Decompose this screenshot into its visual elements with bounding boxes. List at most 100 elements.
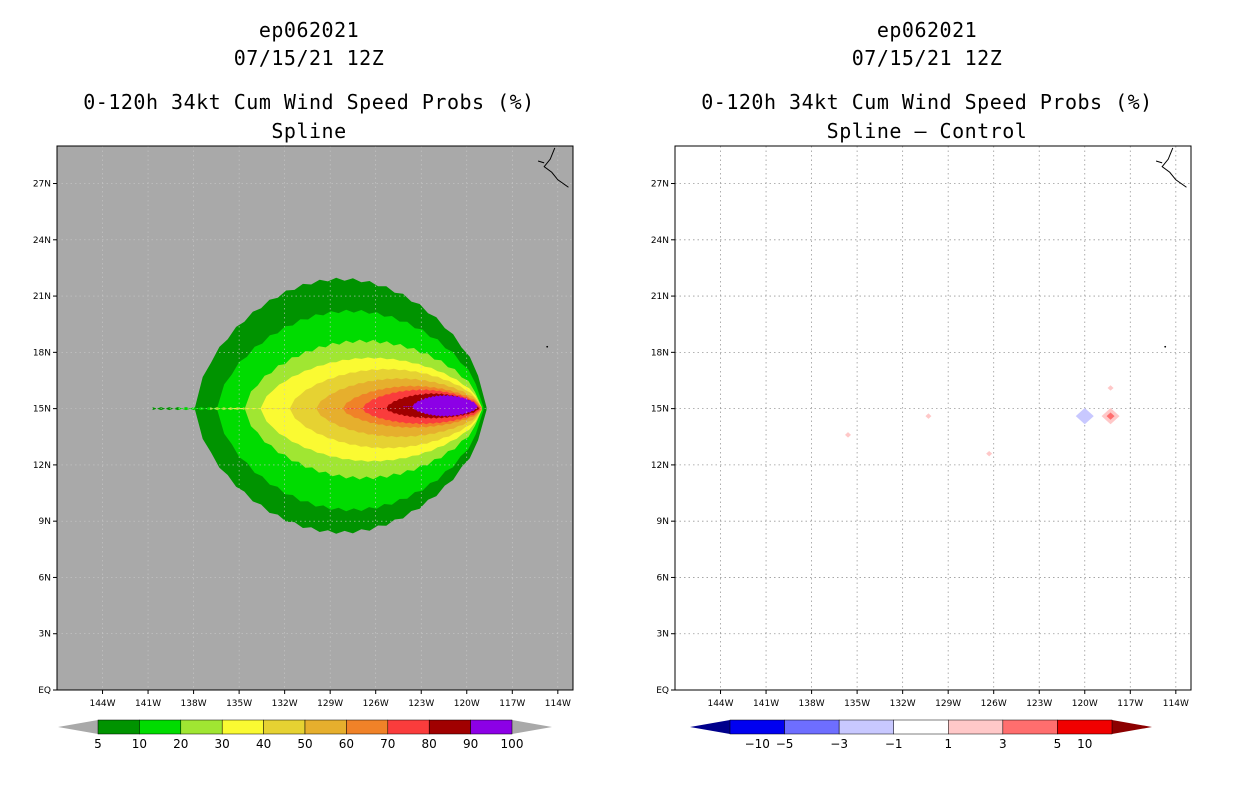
y-tick-label: 15N [651,405,669,415]
y-tick-label: 12N [33,461,51,471]
colorbar-label: 10 [132,737,147,751]
y-tick-label: EQ [38,686,51,696]
y-tick-label: 18N [33,348,51,358]
colorbar-swatch [139,719,182,735]
x-tick-label: 114W [545,699,571,709]
colorbar-label: 100 [501,737,524,751]
storm-id: ep062021 [258,18,360,42]
colorbar-label: 1 [944,737,952,751]
map-difference: 144W 141W 138W 135W 132W 129W 126W 123W 120W 117W… [651,145,1192,751]
x-tick-label: 120W [1072,699,1098,709]
difference-cell [925,413,932,419]
y-tick-label: 21N [33,292,51,302]
storm-id: ep062021 [876,18,978,42]
y-tick-label: 27N [651,180,669,190]
y-tick-label: 9N [657,517,669,527]
y-tick-label: 15N [33,405,51,415]
colorbar-label: 20 [173,737,188,751]
colorbar-swatch [1057,719,1113,735]
x-tick-label: 129W [935,699,961,709]
difference-cell [845,432,852,438]
colorbar-swatch [1002,719,1058,735]
colorbar-swatch [304,719,347,735]
panel-spline-control: ep062021 07/15/21 12Z 0-120h 34kt Cum Wi… [618,0,1236,800]
colorbar-label: 5 [1054,737,1062,751]
plot-frame [56,145,574,691]
y-tick-label: 3N [657,630,669,640]
y-tick-label: 24N [651,236,669,246]
x-tick-label: 141W [135,699,161,709]
difference-cell [1106,412,1115,420]
y-tick-label: 6N [657,573,669,583]
colorbar-label: 90 [463,737,478,751]
colorbar-label: −10 [745,737,770,751]
map-spline: 144W 141W 138W 135W 132W 129W 126W 123W 120W 117W… [33,145,574,751]
chart-subtitle: Spline – Control [826,119,1028,143]
colorbar-swatch [221,719,264,735]
colorbar-label: 30 [215,737,230,751]
y-tick-label: 24N [33,236,51,246]
colorbar-swatch [470,719,513,735]
difference-cell [1075,408,1094,425]
colorbar-arrow-left [690,720,730,734]
y-tick-label: 12N [651,461,669,471]
y-tick-label: 6N [39,573,51,583]
y-tick-label: EQ [656,686,669,696]
x-tick-label: 123W [1026,699,1052,709]
chart-subtitle: Spline [271,119,347,143]
x-tick-label: 132W [272,699,298,709]
x-tick-label: 117W [499,699,525,709]
colorbar-label: 10 [1077,737,1092,751]
y-tick-label: 21N [651,292,669,302]
x-tick-label: 132W [890,699,916,709]
colorbar-swatch [838,719,894,735]
colorbar-swatch [263,719,306,735]
colorbar-label: 70 [380,737,395,751]
x-tick-label: 117W [1117,699,1143,709]
difference-cell [986,450,993,457]
valid-time: 07/15/21 12Z [233,46,385,70]
colorbar-arrow-left [58,720,98,734]
chart-title: 0-120h 34kt Cum Wind Speed Probs (%) [83,90,535,114]
colorbar-swatch [387,719,430,735]
colorbar-swatch [346,719,389,735]
colorbar-label: 5 [94,737,102,751]
x-tick-label: 114W [1163,699,1189,709]
colorbar-label: 3 [999,737,1007,751]
colorbar-swatch [893,719,949,735]
colorbar-swatch [729,719,785,735]
colorbar-label: −3 [830,737,848,751]
colorbar-swatch [948,719,1004,735]
y-tick-label: 18N [651,348,669,358]
x-tick-label: 144W [89,699,115,709]
contour-90 [403,394,478,417]
colorbar-label: 40 [256,737,271,751]
y-tick-label: 3N [39,630,51,640]
colorbar-label: 80 [422,737,437,751]
colorbar-label: 60 [339,737,354,751]
colorbar-label: −1 [885,737,903,751]
x-tick-label: 135W [226,699,252,709]
x-tick-label: 126W [363,699,389,709]
colorbar-swatch [180,719,223,735]
island [546,345,549,348]
difference-cell [1107,385,1114,391]
colorbar-arrow-right [1112,720,1152,734]
coastline [537,147,569,188]
colorbar-label: −5 [776,737,794,751]
colorbar-swatch [784,719,840,735]
colorbar-label: 50 [297,737,312,751]
island [1164,345,1167,348]
x-tick-label: 135W [844,699,870,709]
colorbar-swatch [428,719,471,735]
y-tick-label: 27N [33,180,51,190]
x-tick-label: 144W [707,699,733,709]
plot-frame [674,145,1192,691]
coastline [1155,147,1187,188]
x-tick-label: 120W [454,699,480,709]
x-tick-label: 141W [753,699,779,709]
x-tick-label: 123W [408,699,434,709]
x-tick-label: 138W [181,699,207,709]
y-tick-label: 9N [39,517,51,527]
chart-title: 0-120h 34kt Cum Wind Speed Probs (%) [701,90,1153,114]
